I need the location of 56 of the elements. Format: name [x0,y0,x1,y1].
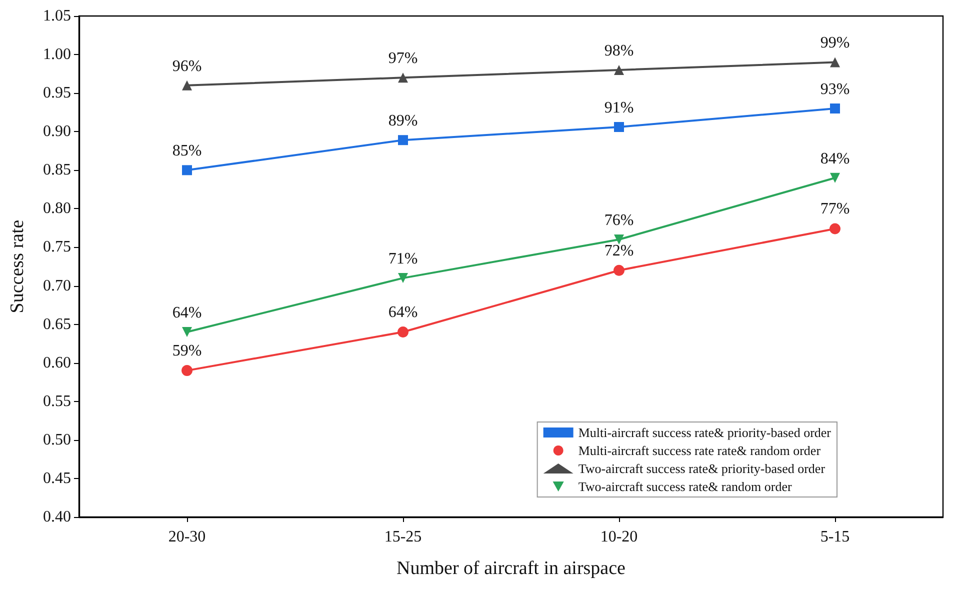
y-tick-label: 0.75 [43,238,71,256]
y-tick-label: 0.95 [43,84,71,102]
point [614,264,624,276]
data-label: 99% [820,34,850,52]
x-tick-label: 20-30 [168,528,206,546]
data-label: 64% [388,304,418,322]
point [398,326,408,338]
data-label: 59% [172,342,202,360]
data-label: 85% [172,142,202,160]
y-tick-label: 0.55 [43,392,71,410]
y-tick-label: 0.50 [43,431,71,448]
x-tick-label: 10-20 [600,528,638,546]
y-axis-title: Success rate [7,220,28,314]
point [830,103,840,114]
point [182,80,192,90]
data-label: 71% [388,250,418,268]
data-label: 98% [604,42,634,60]
data-label: 91% [604,99,634,116]
data-label: 97% [388,50,418,68]
legend-label: Multi-aircraft success rate& priority-based order [578,425,832,440]
x-tick-label: 15-25 [384,528,422,546]
data-label: 93% [820,80,850,98]
point [830,172,840,183]
point [182,365,192,376]
x-axis-title: Number of aircraft in airspace [396,558,626,579]
legend-label: Two-aircraft success rate& random order [578,479,792,494]
data-label: 77% [820,200,850,218]
y-tick-label: 1.05 [43,8,71,24]
y-tick-label: 0.70 [43,277,71,294]
y-tick-label: 0.45 [43,470,71,487]
data-label: 72% [604,242,634,260]
point [830,57,840,68]
point [398,72,408,83]
y-tick-label: 0.60 [43,354,71,372]
point [614,234,624,245]
y-tick-label: 0.90 [43,123,71,140]
data-label: 64% [172,304,202,322]
point [398,135,408,146]
y-tick-label: 0.80 [43,200,71,218]
point [614,122,624,132]
x-tick-label: 5-15 [820,528,850,546]
data-label: 89% [388,112,418,130]
point [398,273,408,284]
point [182,165,192,176]
data-label: 96% [172,58,202,75]
data-label: 84% [820,150,850,168]
y-tick-label: 0.65 [43,316,71,333]
point [614,64,624,75]
y-tick-label: 0.85 [43,162,71,179]
y-tick-label: 0.40 [43,508,71,526]
data-label: 76% [604,212,634,230]
legend-label: Two-aircraft success rate& priority-based order [578,461,826,476]
point [182,327,192,338]
y-tick-label: 1.00 [43,46,71,64]
legend-label: Multi-aircraft success rate rate& random order [578,443,822,458]
point [830,223,840,234]
